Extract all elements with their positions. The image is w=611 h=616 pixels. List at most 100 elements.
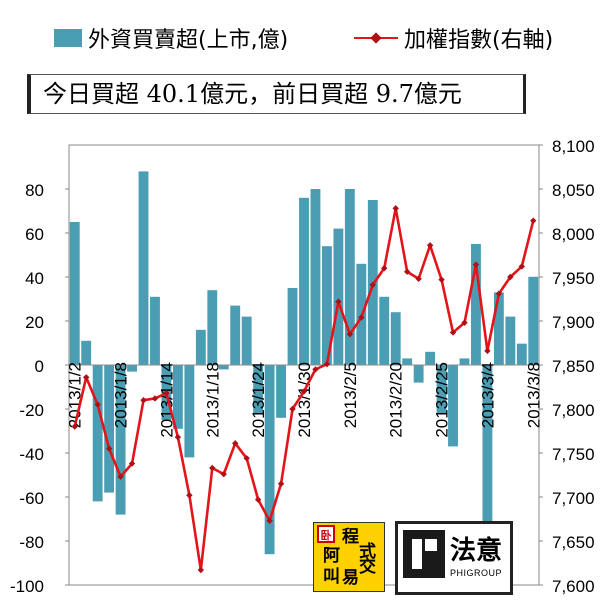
- logo-phigroup-sub: PHIGROUP: [450, 568, 503, 578]
- bar: [172, 365, 183, 429]
- right-tick-label: 7,750: [552, 445, 595, 464]
- bar: [505, 316, 516, 365]
- bar: [516, 343, 527, 365]
- index-point: [358, 314, 365, 321]
- logo-ajiao-char-6: 交: [359, 557, 376, 577]
- index-point: [403, 268, 411, 275]
- bar: [92, 365, 103, 502]
- index-point: [323, 360, 331, 368]
- logo-phigroup-mark: [403, 530, 445, 578]
- x-tick-label: 2013/3/8: [524, 362, 543, 428]
- index-point: [518, 263, 526, 270]
- bar: [528, 276, 539, 365]
- bar: [138, 171, 149, 365]
- index-point: [312, 366, 319, 373]
- right-tick-label: 7,900: [552, 313, 595, 332]
- index-point: [507, 273, 514, 281]
- index-point: [449, 329, 457, 336]
- bar: [322, 246, 332, 365]
- index-point: [484, 347, 491, 355]
- index-point: [346, 331, 354, 338]
- chart-legend: 外資買賣超(上市,億) 加權指數(右軸): [0, 18, 611, 58]
- bar: [333, 228, 344, 365]
- x-tick-label: 2013/1/8: [112, 362, 131, 428]
- index-point: [94, 401, 101, 408]
- index-point: [82, 374, 90, 381]
- index-point: [105, 445, 113, 452]
- x-tick-label: 2013/2/5: [341, 362, 360, 428]
- bar: [448, 365, 458, 447]
- left-tick-label: -20: [19, 401, 44, 420]
- legend-item-net-buy: 外資買賣超(上市,億): [54, 18, 288, 58]
- left-tick-label: -80: [19, 533, 44, 552]
- bar: [344, 189, 355, 365]
- right-tick-label: 8,100: [552, 137, 595, 156]
- logo-phigroup-name: 法意: [450, 536, 503, 566]
- logo-ajiao: 卧 阿 叫 程 式 易 交: [313, 522, 385, 592]
- index-point: [243, 455, 250, 462]
- bar: [436, 365, 447, 414]
- left-tick-label: -60: [19, 489, 44, 508]
- bar: [471, 244, 481, 365]
- bar: [310, 189, 321, 365]
- right-tick-label: 7,650: [552, 533, 595, 552]
- left-tick-label: 60: [25, 225, 44, 244]
- index-point: [415, 275, 422, 282]
- bar: [241, 316, 252, 365]
- index-point: [174, 433, 182, 441]
- bar: [230, 305, 241, 365]
- bar: [184, 365, 195, 458]
- logo-ajiao-mark: 卧: [317, 525, 335, 543]
- index-point: [335, 298, 342, 305]
- bar: [81, 340, 92, 365]
- index-point: [266, 517, 273, 524]
- bar: [195, 329, 206, 365]
- index-point: [461, 319, 468, 326]
- index-point: [209, 464, 216, 472]
- index-point: [151, 395, 159, 402]
- left-tick-label: -40: [19, 445, 44, 464]
- right-tick-label: 8,050: [552, 181, 595, 200]
- x-tick-label: 2013/1/18: [203, 362, 222, 438]
- x-tick-label: 2013/1/2: [66, 362, 85, 428]
- index-point: [426, 242, 434, 249]
- bar: [276, 365, 286, 418]
- summary-box: 今日買超 40.1億元，前日買超 9.7億元: [27, 74, 526, 114]
- bar: [115, 365, 126, 515]
- legend-net-buy-label: 外資買賣超(上市,億): [88, 28, 289, 53]
- logo-ajiao-char-1: 阿: [323, 546, 340, 566]
- x-tick-label: 2013/2/20: [387, 362, 406, 438]
- index-point: [369, 281, 376, 289]
- index-point: [495, 290, 503, 297]
- index-point: [438, 276, 445, 283]
- index-point: [472, 261, 480, 268]
- index-point: [163, 389, 170, 397]
- index-point: [300, 388, 308, 395]
- index-point: [117, 473, 124, 480]
- index-point: [381, 265, 388, 272]
- legend-line-swatch: [354, 29, 398, 47]
- left-tick-label: 80: [25, 181, 44, 200]
- legend-index-label: 加權指數(右軸): [404, 28, 554, 53]
- bar: [299, 197, 309, 365]
- x-tick-label: 2013/2/25: [433, 362, 452, 438]
- bar: [493, 292, 504, 365]
- bar: [253, 365, 264, 414]
- bar: [425, 351, 436, 365]
- index-point: [277, 480, 285, 487]
- bar: [264, 365, 275, 555]
- bar: [104, 365, 115, 493]
- logo-ajiao-char-5: 易: [342, 568, 359, 588]
- logo-phigroup: 法意 PHIGROUP: [395, 521, 513, 595]
- right-tick-label: 7,800: [552, 401, 595, 420]
- index-point: [220, 470, 227, 478]
- left-tick-label: 0: [35, 357, 44, 376]
- index-point: [530, 217, 537, 224]
- bar: [413, 365, 424, 383]
- bar: [287, 288, 298, 365]
- index-point: [71, 423, 78, 430]
- bar: [69, 222, 80, 365]
- logo-ajiao-char-2: 叫: [323, 567, 340, 587]
- bar: [207, 290, 218, 365]
